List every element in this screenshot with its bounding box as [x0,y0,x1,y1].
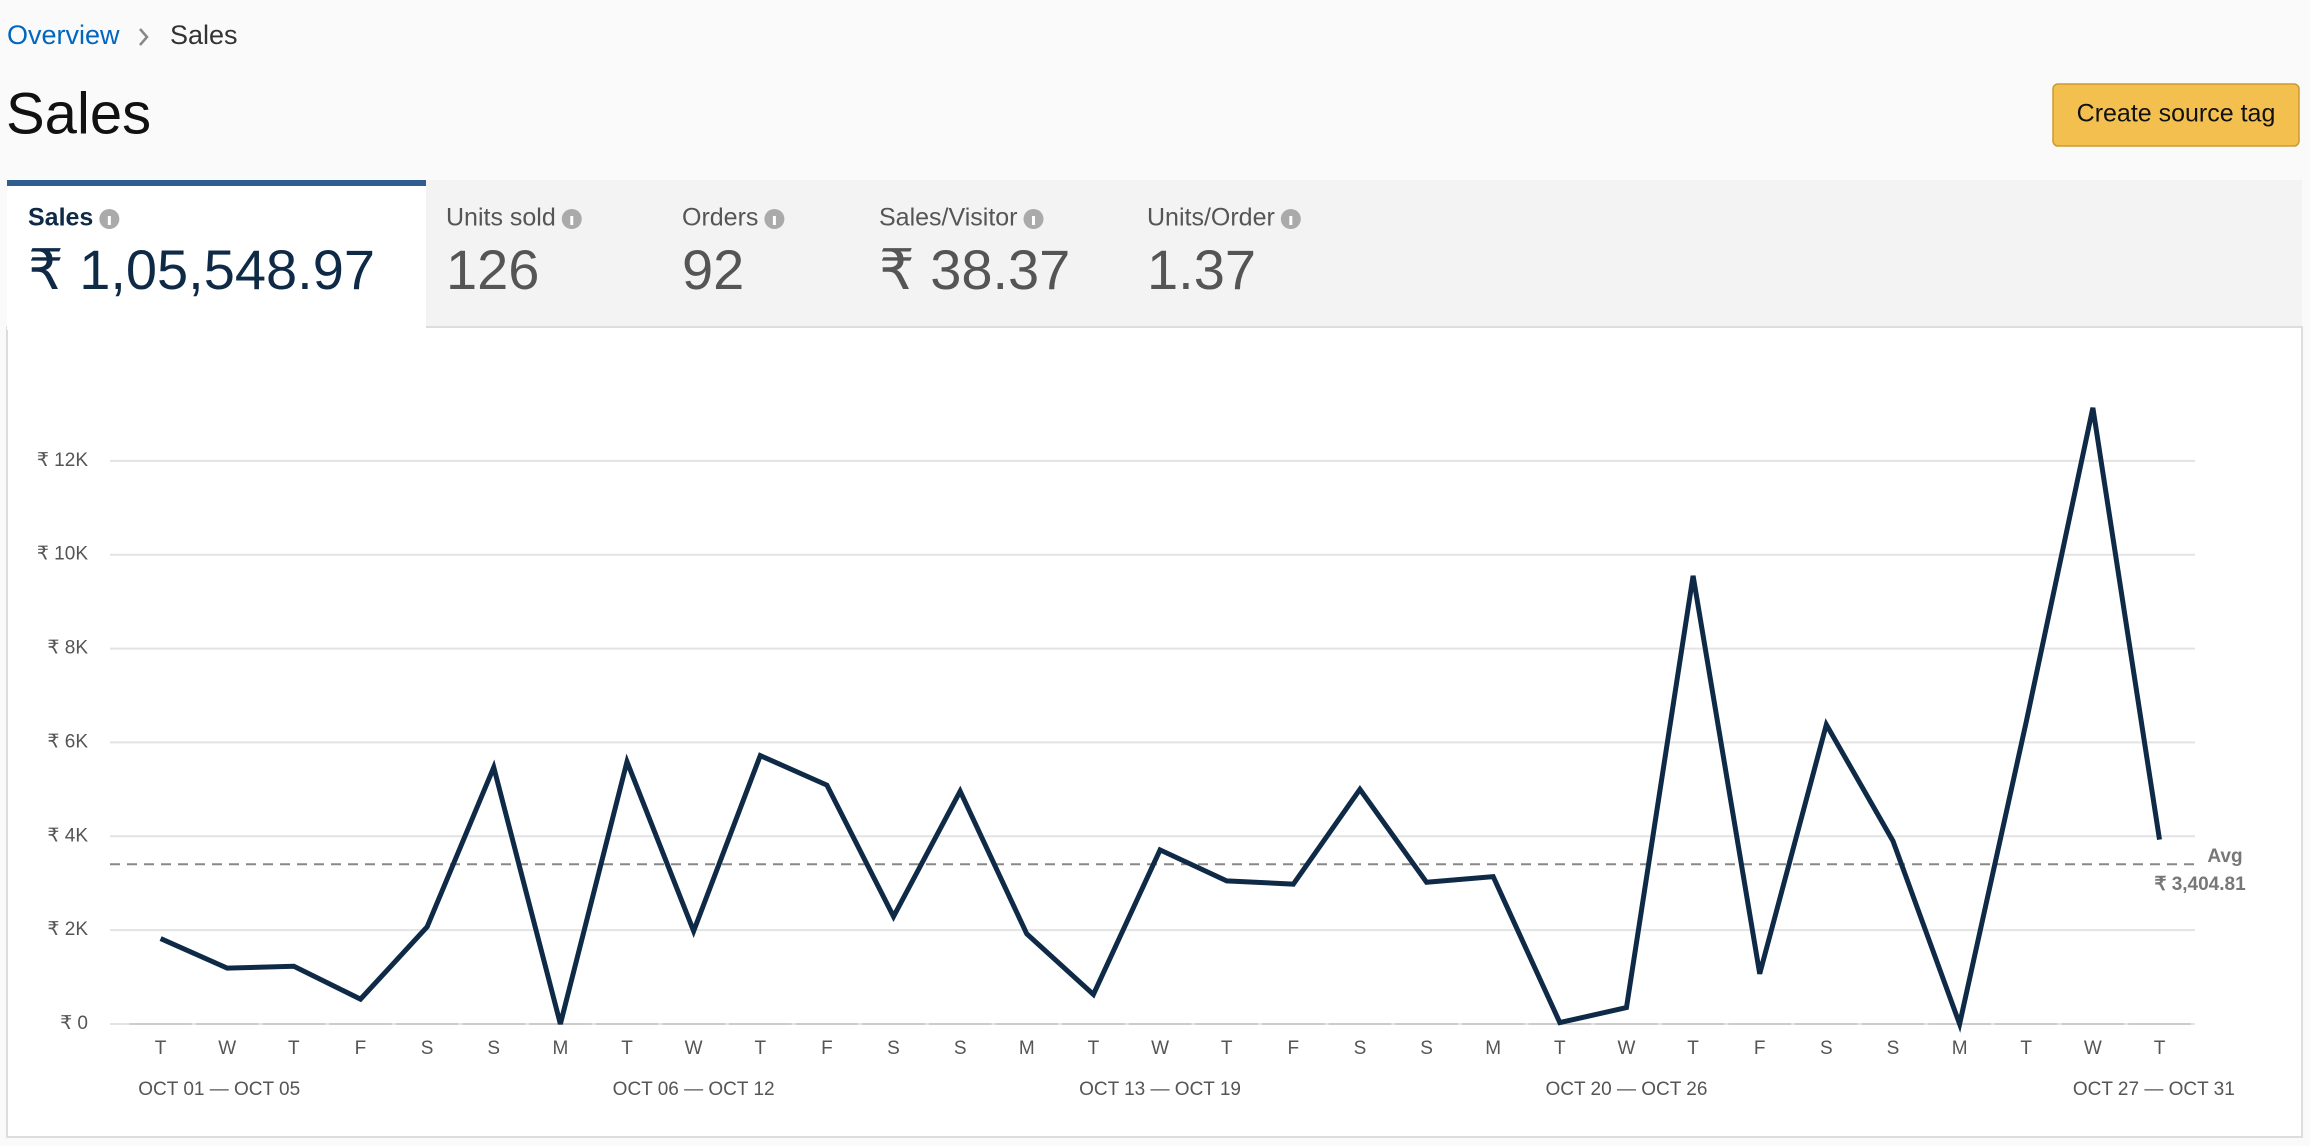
x-tick-label: M [552,1038,568,1059]
x-tick-label: W [1617,1038,1635,1059]
x-tick-label: T [288,1038,300,1059]
x-tick-label: T [1088,1038,1100,1059]
x-tick-label: T [621,1038,633,1059]
x-tick-label: T [754,1038,766,1059]
x-tick-label: M [1952,1038,1968,1059]
x-tick-label: T [1554,1038,1566,1059]
tab-label[interactable]: Orders [682,204,758,232]
info-icon-mark [772,216,776,225]
info-icon-mark [570,216,574,225]
y-tick-label: ₹ 4K [47,825,88,846]
x-tick-label: F [1754,1038,1766,1059]
x-tick-label: T [2020,1038,2032,1059]
y-tick-label: ₹ 6K [47,731,88,752]
tab-label[interactable]: Sales [28,204,93,232]
x-tick-label: W [685,1038,703,1059]
avg-label: Avg [2207,846,2242,867]
avg-value: ₹ 3,404.81 [2154,874,2246,895]
x-tick-label: M [1485,1038,1501,1059]
info-icon-mark [1032,216,1035,225]
tab-label[interactable]: Sales/Visitor [879,204,1018,232]
x-tick-label: F [821,1038,833,1059]
x-tick-label: S [887,1038,900,1059]
breadcrumb-current: Sales [170,20,238,50]
breadcrumb-link[interactable]: Overview [7,20,120,50]
tab-active-bg [7,180,426,330]
week-label: OCT 27 — OCT 31 [2073,1079,2235,1100]
x-tick-label: T [1221,1038,1233,1059]
x-tick-label: S [1820,1038,1833,1059]
tab-value[interactable]: 126 [446,238,539,301]
info-icon-mark [107,216,111,225]
sales-line [159,407,2162,1033]
x-tick-label: W [218,1038,236,1059]
x-tick-label: S [1420,1038,1433,1059]
chart-panel [6,326,2303,1138]
x-tick-label: W [1151,1038,1169,1059]
week-label: OCT 13 — OCT 19 [1079,1079,1241,1100]
x-tick-label: S [487,1038,500,1059]
y-tick-label: ₹ 2K [47,919,88,940]
x-tick-label: F [355,1038,367,1059]
x-tick-label: M [1019,1038,1035,1059]
y-tick-label: ₹ 8K [47,638,88,659]
y-tick-label: ₹ 10K [37,544,89,565]
y-tick-label: ₹ 12K [37,450,89,471]
x-tick-label: F [1288,1038,1300,1059]
week-label: OCT 01 — OCT 05 [138,1079,300,1100]
tab-value[interactable]: ₹ 38.37 [879,238,1070,301]
tab-value[interactable]: ₹ 1,05,548.97 [28,238,375,301]
x-tick-label: T [155,1038,167,1059]
tab-value[interactable]: 1.37 [1147,238,1256,301]
tab-label[interactable]: Units/Order [1147,204,1275,232]
week-label: OCT 06 — OCT 12 [613,1079,775,1100]
x-tick-label: S [421,1038,434,1059]
page-title: Sales [6,81,151,146]
x-tick-label: S [954,1038,967,1059]
x-tick-label: T [1687,1038,1699,1059]
tab-label[interactable]: Units sold [446,204,556,232]
y-tick-label: ₹ 0 [60,1013,88,1034]
create-button-label[interactable]: Create source tag [2077,100,2276,128]
info-icon-mark [1289,216,1293,225]
x-tick-label: T [2154,1038,2166,1059]
x-tick-label: S [1887,1038,1900,1059]
tab-active-bar [7,180,426,186]
x-tick-label: W [2084,1038,2102,1059]
x-tick-label: S [1354,1038,1367,1059]
create-button[interactable] [2052,83,2300,147]
week-label: OCT 20 — OCT 26 [1545,1079,1707,1100]
breadcrumb-separator [139,28,149,46]
tab-value[interactable]: 92 [682,238,744,301]
